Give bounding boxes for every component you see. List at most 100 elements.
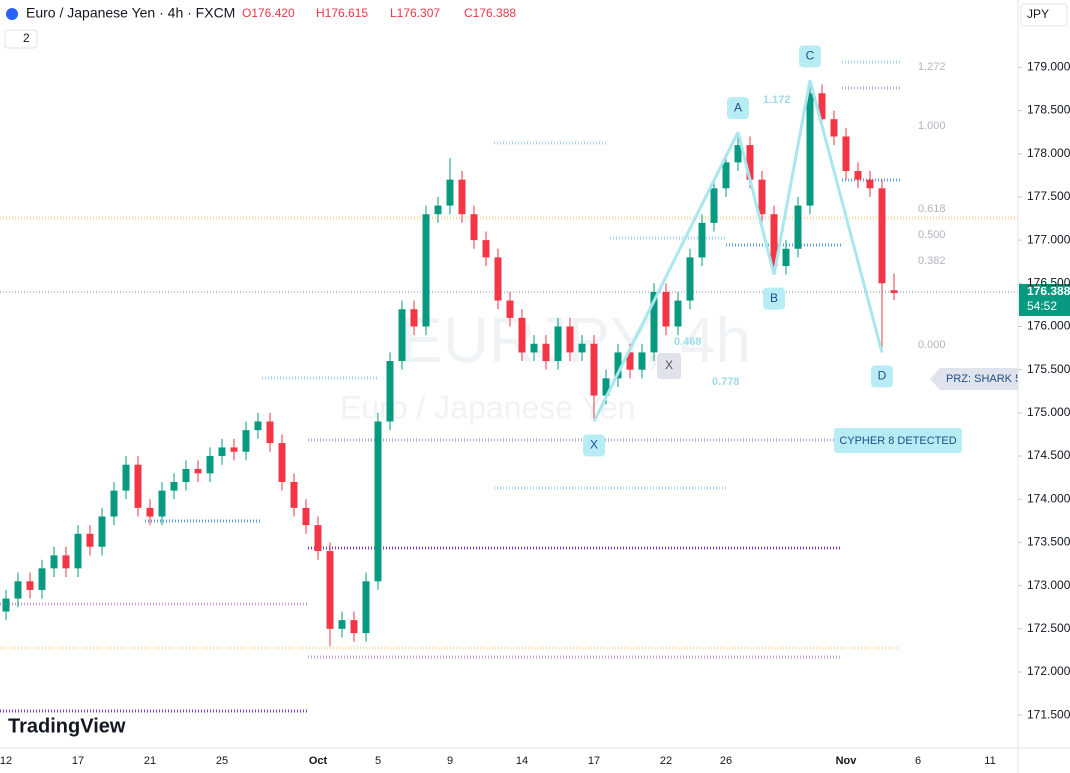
watermark: EURJPY, 4h bbox=[400, 304, 751, 376]
candle-body bbox=[50, 555, 58, 569]
y-tick-label: 176.000 bbox=[1027, 319, 1070, 333]
pattern-point-bg bbox=[763, 287, 785, 310]
pattern-leg bbox=[772, 80, 812, 275]
currency-button[interactable] bbox=[1020, 3, 1068, 27]
candle-body bbox=[398, 309, 406, 362]
y-tick-label: 178.000 bbox=[1027, 146, 1070, 160]
candle-body bbox=[758, 179, 766, 215]
pattern-point-bg bbox=[871, 365, 893, 388]
cypher-box bbox=[834, 428, 962, 453]
pattern-point-bg bbox=[727, 97, 749, 120]
candle-body bbox=[710, 188, 718, 223]
fib-label: 1.172 bbox=[763, 94, 791, 106]
x-tick-label: 5 bbox=[375, 755, 381, 767]
logo[interactable]: TradingView bbox=[8, 715, 126, 737]
symbol[interactable]: Euro / Japanese Yen · 4h · FXCM bbox=[26, 5, 235, 21]
candle-body bbox=[362, 581, 370, 634]
pattern-point: C bbox=[806, 48, 815, 62]
candle-body bbox=[842, 136, 850, 172]
x-tick-label: 9 bbox=[447, 755, 453, 767]
y-tick-label: 171.500 bbox=[1027, 707, 1070, 721]
candle-body bbox=[38, 568, 46, 590]
candle-body bbox=[614, 352, 622, 379]
y-tick-label: 175.000 bbox=[1027, 405, 1070, 419]
pattern-point-bg bbox=[583, 434, 605, 457]
candle-body bbox=[686, 257, 694, 301]
candle-body bbox=[14, 581, 22, 599]
candle-body bbox=[326, 551, 334, 629]
ohlc-value: O176.420 bbox=[242, 6, 295, 20]
candle-body bbox=[830, 119, 838, 137]
candle-body bbox=[2, 598, 10, 612]
currency[interactable]: JPY bbox=[1027, 7, 1049, 21]
fib-label: 0.618 bbox=[918, 203, 946, 215]
indicator-toggle[interactable] bbox=[4, 29, 38, 49]
y-tick-label: 172.500 bbox=[1027, 621, 1070, 635]
x-tick-label: 25 bbox=[216, 755, 228, 767]
pattern-point: X bbox=[590, 438, 598, 452]
prz-label: PRZ: SHARK 5 bbox=[946, 373, 1021, 385]
y-tick-label: 178.500 bbox=[1027, 103, 1070, 117]
candle-body bbox=[566, 326, 574, 353]
indicator-count[interactable]: 2 bbox=[23, 31, 30, 45]
candle-body bbox=[590, 343, 598, 396]
candle-body bbox=[722, 162, 730, 189]
candle-body bbox=[650, 291, 658, 353]
candle-body bbox=[170, 481, 178, 491]
candle-body bbox=[866, 179, 874, 189]
candle-body bbox=[482, 240, 490, 258]
candle-body bbox=[146, 507, 154, 517]
point-label: X bbox=[665, 358, 673, 372]
y-tick-label: 177.500 bbox=[1027, 189, 1070, 203]
x-tick-label: Nov bbox=[836, 755, 858, 767]
y-tick-label: 172.000 bbox=[1027, 664, 1070, 678]
candle-body bbox=[626, 352, 634, 370]
candle-body bbox=[194, 469, 202, 474]
legend-bg bbox=[1, 2, 313, 26]
pattern-point: D bbox=[878, 369, 887, 383]
x-tick-label: 21 bbox=[144, 755, 156, 767]
candle-body bbox=[62, 555, 70, 569]
ohlc-legend: O176.420 H176.615 L176.307 C176.388 bbox=[242, 6, 516, 20]
candle-body bbox=[182, 469, 190, 482]
candle-body bbox=[734, 145, 742, 163]
candle-body bbox=[470, 214, 478, 241]
candle-body bbox=[410, 309, 418, 327]
x-tick-label: 26 bbox=[720, 755, 732, 767]
candle-body bbox=[806, 93, 814, 206]
y-tick-label: 176.500 bbox=[1027, 275, 1070, 289]
candle-body bbox=[578, 343, 586, 353]
candle-body bbox=[854, 171, 862, 180]
candle-body bbox=[86, 533, 94, 547]
y-tick-label: 175.500 bbox=[1027, 362, 1070, 376]
symbol-icon bbox=[6, 8, 18, 20]
x-tick-label: Oct bbox=[309, 755, 328, 767]
candle-body bbox=[350, 620, 358, 634]
y-tick-label: 174.500 bbox=[1027, 448, 1070, 462]
indicator-levels bbox=[0, 60, 1018, 713]
ohlc-value: C176.388 bbox=[464, 6, 516, 20]
candle-body bbox=[674, 300, 682, 327]
fib-label: 1.000 bbox=[918, 120, 946, 132]
candle-body bbox=[446, 179, 454, 206]
price-tag bbox=[1019, 284, 1070, 316]
candle-body bbox=[638, 352, 646, 370]
candle-body bbox=[434, 205, 442, 215]
candle-body bbox=[458, 179, 466, 215]
x-tick-label: 6 bbox=[915, 755, 921, 767]
fib-label: 0.468 bbox=[674, 336, 702, 348]
x-tick-label: 22 bbox=[660, 755, 672, 767]
ohlc-value: H176.615 bbox=[316, 6, 368, 20]
candle-body bbox=[230, 447, 238, 452]
candle-body bbox=[698, 222, 706, 258]
ohlc-value: L176.307 bbox=[390, 6, 440, 20]
price-axis bbox=[1018, 0, 1070, 773]
fib-label: 1.272 bbox=[918, 61, 946, 73]
plot-area bbox=[2, 79, 898, 647]
y-tick-label: 177.000 bbox=[1027, 232, 1070, 246]
fib-label: 0.778 bbox=[712, 376, 740, 388]
y-tick-label: 173.000 bbox=[1027, 578, 1070, 592]
candle-body bbox=[386, 361, 394, 422]
